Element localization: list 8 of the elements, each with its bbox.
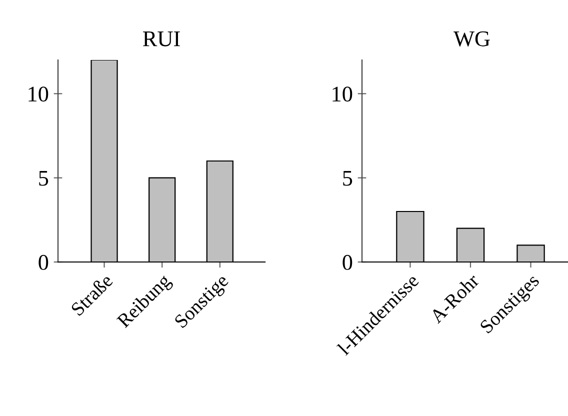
y-tick-label: 5 (343, 170, 352, 186)
chart-title: WG (454, 31, 490, 46)
chart-title: RUI (143, 32, 180, 46)
y-tick-label: 10 (28, 86, 48, 102)
y-tick-label: 5 (39, 170, 48, 186)
y-tick-label: 0 (342, 254, 352, 270)
y-tick-label: 0 (38, 254, 48, 270)
y-tick-label: 10 (332, 86, 352, 102)
